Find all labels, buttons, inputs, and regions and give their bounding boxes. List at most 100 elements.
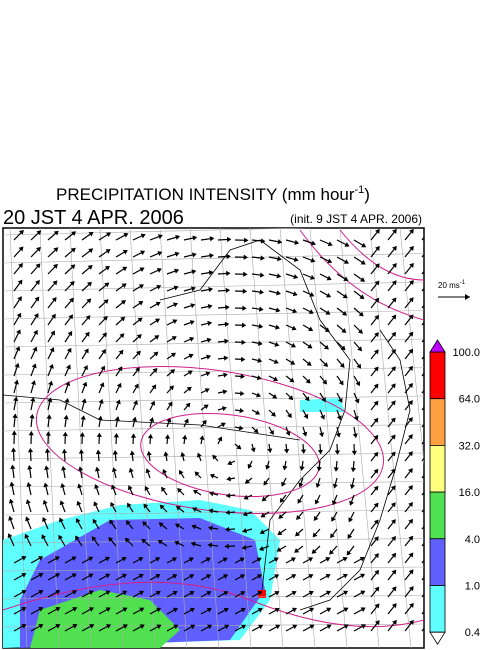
wind-arrowhead [138,573,144,579]
wind-arrowhead [8,498,14,504]
wind-arrowhead [72,607,78,612]
wind-arrowhead [124,537,130,543]
wind-arrowhead [244,478,250,484]
wind-arrowhead [199,435,205,441]
wind-arrowhead [10,447,17,452]
wind-arrowhead [120,316,126,322]
wind-arrowhead [375,228,380,234]
init-time: (init. 9 JST 4 APR. 2006) [290,212,422,226]
wind-arrowhead [42,499,48,505]
wind-arrowhead [15,346,21,352]
wind-arrowhead [138,300,144,306]
wind-arrowhead [159,504,165,510]
wind-arrowhead [373,519,379,525]
wind-arrowhead [21,606,27,612]
wind-arrowhead [409,262,414,268]
wind-arrowhead [64,397,70,403]
wind-arrowhead [226,236,232,243]
wind-arrowhead [427,435,430,438]
wind-arrowhead [105,590,111,596]
wind-arrowhead [312,532,318,538]
wind-arrowhead [217,436,223,442]
wind-arrowhead [201,419,207,425]
wind-arrowhead [10,464,16,470]
wind-arrowhead [58,534,63,540]
wind-arrowhead [408,468,413,474]
wind-arrowhead [50,330,55,336]
wind-arrowhead [174,251,180,257]
wind-arrowhead [70,247,76,253]
wind-arrowhead [391,314,397,320]
wind-scale-label: 20 ms-1 [438,280,466,290]
wind-arrowhead [35,263,41,269]
wind-arrowhead [391,297,397,303]
wind-arrowhead [273,376,279,382]
wind-arrowhead [358,328,363,334]
wind-arrowhead [151,384,157,390]
wind-arrowhead [291,590,297,596]
wind-arrowhead [127,485,133,491]
wind-arrowhead [29,413,35,419]
wind-arrowhead [427,366,430,369]
grid-line [9,228,28,648]
grid-line [3,253,424,264]
wind-arrowhead [258,306,264,312]
wind-arrowhead [182,434,188,440]
wind-arrowhead [408,501,413,507]
wind-arrowhead [253,428,259,434]
wind-arrowhead [360,573,366,579]
wind-arrowhead [277,530,283,536]
wind-arrowhead [288,395,294,401]
wind-arrowhead [162,468,168,474]
wind-arrowhead [222,574,229,579]
wind-arrowhead [344,242,350,247]
wind-arrowhead [175,505,181,511]
wind-arrowhead [76,500,82,506]
wind-arrowhead [236,444,242,450]
wind-arrowhead [226,476,231,482]
wind-arrowhead [111,467,117,473]
wind-arrowhead [154,318,161,324]
wind-arrowhead [341,328,347,333]
wind-arrowhead [137,317,143,323]
wind-arrowhead [14,362,20,368]
wind-arrowhead [257,607,263,613]
wind-arrowhead [123,233,129,238]
wind-arrowhead [390,485,396,491]
wind-arrowhead [276,290,281,296]
wind-arrowhead [191,269,197,275]
wind-arrowhead [350,467,356,473]
wind-arrowhead [287,412,292,419]
wind-arrowhead [171,557,178,562]
wind-arrowhead [54,556,60,561]
wind-arrowhead [139,267,145,273]
wind-arrowhead [359,294,365,300]
wind-arrowhead [244,237,249,243]
wind-arrowhead [205,371,211,377]
wind-arrowhead [242,288,248,294]
wind-arrowhead [374,620,380,626]
wind-arrowhead [307,343,313,349]
wind-arrowhead [239,574,246,579]
wind-arrowhead [349,500,355,506]
wind-arrowhead [390,502,396,508]
wind-arrowhead [223,607,229,613]
wind-arrowhead [343,259,349,264]
wind-arrowhead [43,482,49,488]
wind-arrowhead [334,450,340,455]
wind-arrow [421,610,424,615]
wind-arrowhead [102,332,107,338]
wind-arrowhead [88,573,94,579]
wind-arrowhead [275,624,281,630]
wind-arrowhead [290,557,296,562]
wind-arrowhead [270,411,276,417]
wind-arrowhead [189,574,195,579]
wind-arrowhead [243,271,248,277]
wind-arrowhead [408,569,414,575]
wind-arrowhead [140,233,146,239]
wind-arrowhead [203,404,209,410]
wind-arrow [421,559,424,564]
wind-arrowhead [221,406,227,412]
wind-arrowhead [71,590,78,595]
precipitation [3,398,345,648]
